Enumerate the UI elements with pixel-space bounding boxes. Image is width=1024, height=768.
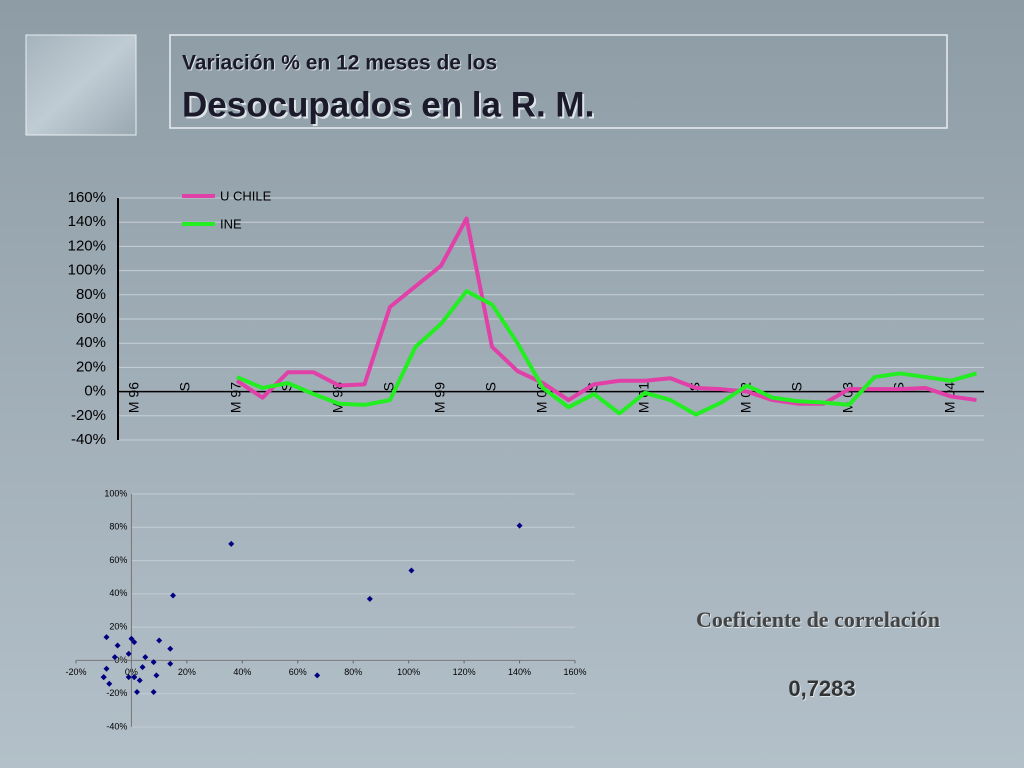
x-tick-label: M 97 bbox=[228, 382, 244, 413]
x-tick-label: 160% bbox=[563, 667, 586, 677]
y-tick-label: 100% bbox=[104, 488, 127, 498]
scatter-point bbox=[150, 659, 157, 666]
y-tick-label: 160% bbox=[68, 189, 106, 206]
scatter-point bbox=[111, 654, 118, 661]
series-line bbox=[235, 216, 977, 406]
x-tick-label: 60% bbox=[289, 667, 307, 677]
scatter-point bbox=[128, 635, 135, 642]
scatter-point bbox=[153, 672, 160, 679]
x-tick-label: S bbox=[381, 382, 397, 391]
y-tick-label: 40% bbox=[109, 588, 127, 598]
scatter-point bbox=[167, 645, 174, 652]
x-tick-label: 80% bbox=[344, 667, 362, 677]
y-tick-label: 60% bbox=[76, 310, 106, 327]
y-tick-label: 0% bbox=[114, 655, 127, 665]
scatter-point bbox=[170, 592, 177, 599]
scatter-point bbox=[314, 672, 321, 679]
y-tick-label: 80% bbox=[109, 522, 127, 532]
x-tick-label: 20% bbox=[178, 667, 196, 677]
scatter-point bbox=[131, 674, 138, 681]
title-line2: Desocupados en la R. M. bbox=[182, 85, 594, 124]
x-tick-label: S bbox=[789, 382, 805, 391]
scatter-point bbox=[133, 689, 140, 696]
y-tick-label: 20% bbox=[109, 622, 127, 632]
y-tick-label: 40% bbox=[76, 334, 106, 351]
scatter-point bbox=[125, 650, 132, 657]
correlation-label: Coeficiente de correlación bbox=[696, 607, 940, 632]
x-tick-label: S bbox=[891, 382, 907, 391]
y-tick-label: 20% bbox=[76, 358, 106, 375]
correlation-value: 0,7283 bbox=[788, 676, 855, 701]
y-tick-label: 60% bbox=[109, 555, 127, 565]
legend-label: U CHILE bbox=[220, 188, 272, 203]
title-box bbox=[169, 34, 948, 129]
x-tick-label: 40% bbox=[233, 667, 251, 677]
y-tick-label: 0% bbox=[84, 383, 106, 400]
scatter-point bbox=[136, 677, 143, 684]
scatter-point bbox=[125, 674, 132, 681]
x-tick-label: S bbox=[279, 382, 295, 391]
scatter-point bbox=[150, 689, 157, 696]
x-tick-label: 100% bbox=[397, 667, 420, 677]
scatter-point bbox=[103, 665, 110, 672]
scatter-point bbox=[106, 680, 113, 687]
decor-square bbox=[25, 34, 137, 136]
y-tick-label: -20% bbox=[71, 407, 106, 424]
y-tick-label: -40% bbox=[106, 721, 127, 731]
scatter-point bbox=[167, 660, 174, 667]
scatter-point bbox=[142, 654, 149, 661]
scatter-point bbox=[131, 639, 138, 646]
scatter-point bbox=[366, 595, 373, 602]
x-tick-label: 120% bbox=[453, 667, 476, 677]
scatter-point bbox=[103, 634, 110, 641]
x-tick-label: S bbox=[177, 382, 193, 391]
scatter-point bbox=[139, 664, 146, 671]
scatter-point bbox=[408, 567, 415, 574]
y-tick-label: 80% bbox=[76, 286, 106, 303]
x-tick-label: M 01 bbox=[636, 382, 652, 413]
scatter-point bbox=[228, 540, 235, 547]
scatter-point bbox=[156, 637, 163, 644]
x-tick-label: M 96 bbox=[126, 382, 142, 413]
series-line bbox=[236, 289, 978, 417]
title-line1: Variación % en 12 meses de los bbox=[182, 52, 497, 75]
legend-label: INE bbox=[220, 216, 242, 231]
y-tick-label: -40% bbox=[71, 431, 106, 448]
x-tick-label: S bbox=[483, 382, 499, 391]
x-tick-label: -20% bbox=[65, 667, 86, 677]
y-tick-label: 140% bbox=[68, 213, 106, 230]
scatter-point bbox=[516, 522, 523, 529]
y-tick-label: 100% bbox=[68, 262, 106, 279]
x-tick-label: M 99 bbox=[432, 382, 448, 413]
scatter-point bbox=[114, 642, 121, 649]
x-tick-label: 140% bbox=[508, 667, 531, 677]
scatter-point bbox=[100, 674, 107, 681]
y-tick-label: 120% bbox=[68, 237, 106, 254]
y-tick-label: -20% bbox=[106, 688, 127, 698]
